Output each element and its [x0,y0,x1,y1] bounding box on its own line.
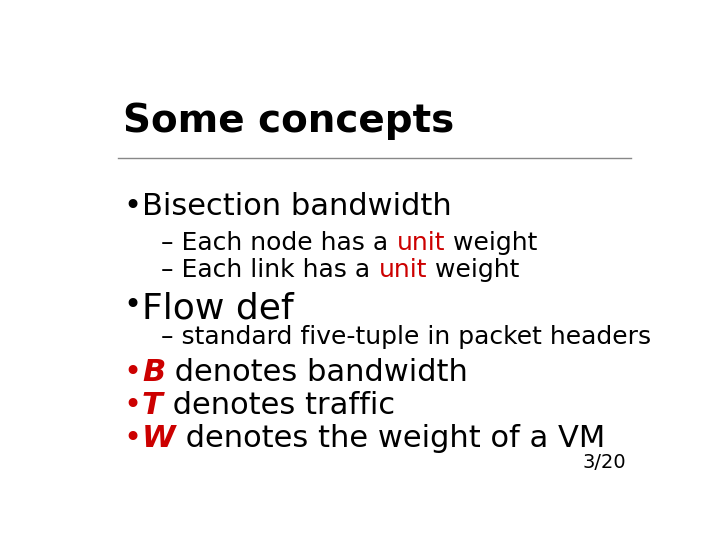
Text: – Each node has a: – Each node has a [161,231,397,255]
Text: – Each link has a: – Each link has a [161,258,379,282]
Text: unit: unit [379,258,427,282]
Text: – standard five-tuple in packet headers: – standard five-tuple in packet headers [161,325,652,349]
Text: B: B [142,358,165,387]
Text: denotes traffic: denotes traffic [163,391,395,420]
Text: denotes bandwidth: denotes bandwidth [165,358,468,387]
Text: •: • [124,358,142,387]
Text: T: T [142,391,163,420]
Text: Bisection bandwidth: Bisection bandwidth [142,192,451,221]
Text: •: • [124,292,142,320]
Text: denotes the weight of a VM: denotes the weight of a VM [176,424,605,454]
Text: Some concepts: Some concepts [124,102,455,140]
Text: Flow def: Flow def [142,292,294,326]
Text: weight: weight [445,231,537,255]
Text: •: • [124,192,142,221]
Text: •: • [124,391,142,420]
Text: W: W [142,424,176,454]
Text: unit: unit [397,231,445,255]
Text: weight: weight [427,258,519,282]
Text: •: • [124,424,142,454]
Text: 3/20: 3/20 [582,453,626,472]
